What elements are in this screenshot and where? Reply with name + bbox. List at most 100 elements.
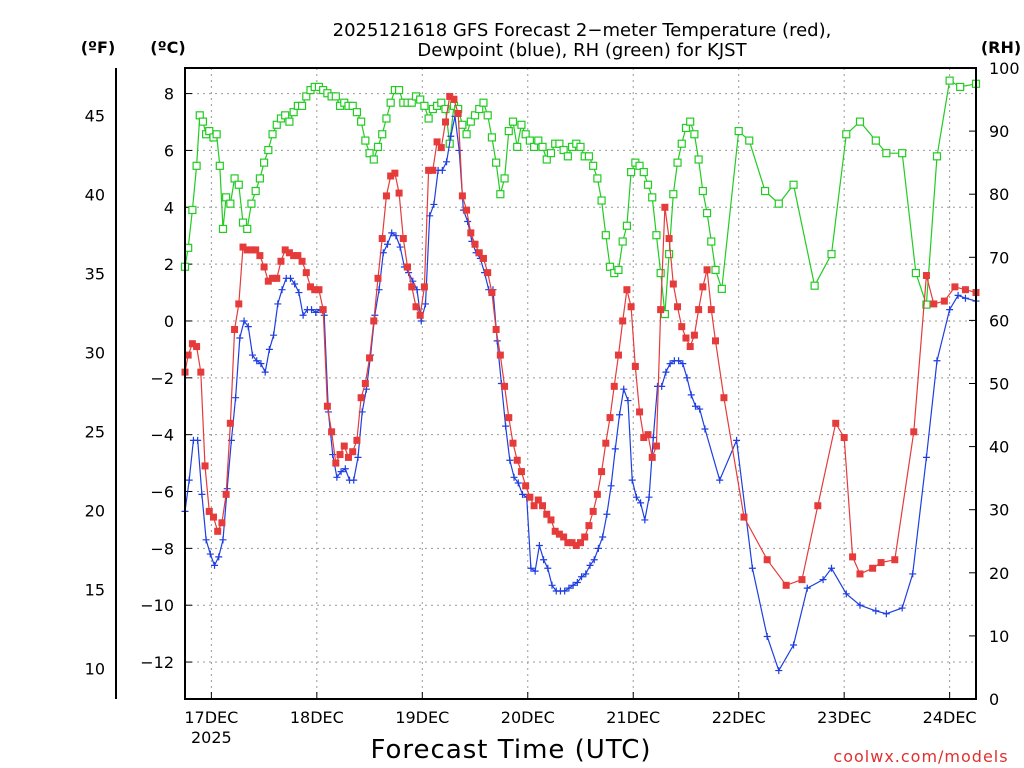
rh-point [810, 281, 819, 290]
temperature-point [961, 286, 969, 294]
temperature-point [539, 502, 547, 510]
fahrenheit-tick-label: 10 [85, 659, 105, 678]
celsius-tick-label: 8 [164, 85, 174, 104]
temperature-point [214, 527, 222, 535]
temperature-point [840, 434, 848, 442]
dewpoint-point [586, 561, 594, 569]
temperature-point [425, 166, 433, 174]
rh-point [546, 149, 556, 158]
rh-point [559, 145, 568, 155]
temperature-point [492, 325, 500, 333]
rh-point [734, 126, 743, 136]
dewpoint-point [898, 604, 906, 612]
celsius-tick-label: 2 [164, 255, 174, 274]
temperature-point [420, 283, 428, 291]
rh-point [470, 111, 480, 120]
temperature-point [572, 542, 580, 550]
rh-point [272, 120, 281, 129]
temperature-point [922, 271, 930, 279]
chart-title-line2: Dewpoint (blue), RH (green) for KJST [417, 40, 747, 61]
temperature-point [429, 166, 437, 174]
dewpoint-point [291, 280, 299, 288]
dewpoint-point [856, 601, 864, 609]
dewpoint-point [299, 311, 307, 319]
temperature-point [534, 496, 542, 504]
rh-point [361, 136, 370, 145]
temperature-point [252, 246, 260, 254]
temperature-point [294, 252, 302, 260]
dewpoint-point [295, 289, 303, 297]
temperature-point [798, 576, 806, 584]
rh-point [475, 104, 484, 114]
temperature-point [243, 246, 251, 254]
dewpoint-point [582, 570, 590, 578]
fahrenheit-unit-label: (ºF) [81, 38, 116, 57]
rh-point [656, 268, 665, 278]
rh-point [487, 133, 497, 142]
dewpoint-point [257, 360, 265, 368]
rh-point [525, 136, 534, 145]
rh-point [230, 174, 239, 183]
x-tick-label: 21DEC [606, 708, 660, 727]
rh-point [492, 158, 501, 167]
temperature-point [555, 530, 563, 538]
temperature-point [711, 337, 719, 345]
dewpoint-point [578, 573, 586, 581]
rh-point [517, 120, 526, 129]
temperature-point [522, 482, 530, 490]
rh-point [597, 196, 606, 205]
temperature-point [547, 516, 555, 524]
temperature-point [484, 269, 492, 277]
temperature-point [951, 283, 959, 291]
rh-point [698, 186, 707, 196]
dewpoint-point [388, 229, 396, 237]
dewpoint-point [599, 533, 607, 541]
dewpoint-point [628, 476, 636, 484]
rh-point [681, 123, 691, 133]
temperature-point [699, 283, 707, 291]
rh-tick-label: 70 [989, 248, 1009, 267]
rh-point [871, 136, 880, 145]
dewpoint-point [236, 334, 244, 342]
temperature-point [581, 533, 589, 541]
rh-point [563, 152, 572, 161]
dewpoint-point [790, 641, 798, 649]
rh-point [268, 130, 277, 139]
celsius-tick-label: −2 [150, 369, 174, 388]
temperature-point [674, 303, 682, 311]
rh-point [483, 111, 492, 120]
temperature-series [181, 92, 980, 589]
rh-point [627, 168, 636, 177]
rh-point [648, 193, 657, 202]
dewpoint-point [645, 493, 653, 501]
rh-point [226, 199, 235, 208]
dewpoint-point [198, 490, 206, 498]
rh-point [911, 268, 920, 278]
dewpoint-point [244, 323, 252, 331]
temperature-point [336, 451, 344, 459]
rh-point [255, 174, 264, 183]
dewpoint-point [215, 553, 223, 561]
temperature-point [302, 269, 310, 277]
temperature-point [877, 559, 885, 567]
rh-point [584, 152, 594, 161]
dewpoint-point [518, 490, 526, 498]
temperature-point [412, 303, 420, 311]
dewpoint-point [396, 243, 404, 251]
rh-point [357, 117, 366, 126]
fahrenheit-tick-label: 30 [85, 344, 105, 363]
dewpoint-point [620, 385, 628, 393]
rh-point [882, 149, 891, 158]
temperature-point [235, 300, 243, 308]
temperature-point [530, 502, 538, 510]
fahrenheit-tick-label: 20 [85, 501, 105, 520]
temperature-point [740, 513, 748, 521]
temperature-point [366, 354, 374, 362]
dewpoint-point [675, 357, 683, 365]
x-tick-label: 22DEC [712, 708, 766, 727]
rh-point [386, 98, 395, 107]
rh-point [622, 221, 632, 230]
temperature-point [357, 394, 365, 402]
rh-point [745, 136, 754, 145]
